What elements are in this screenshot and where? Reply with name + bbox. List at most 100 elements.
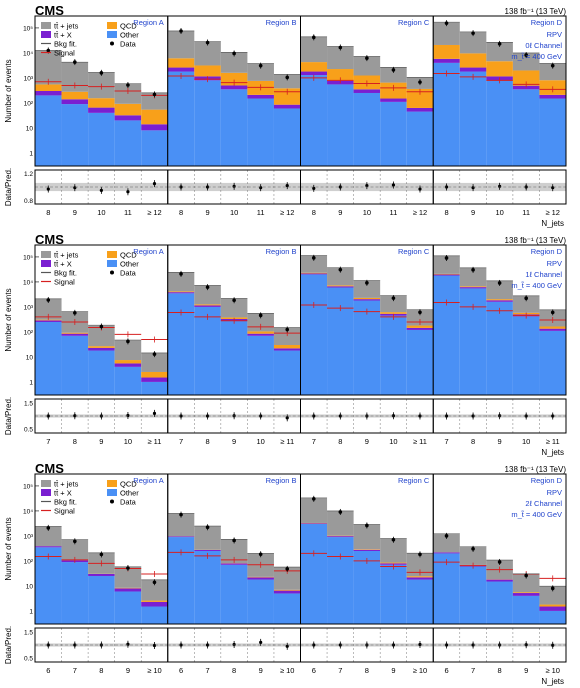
bar-ttjets [459, 267, 487, 287]
bar-ttjets [433, 533, 460, 553]
legend-label-ttx: tt̄ + X [54, 260, 72, 269]
data-point [311, 35, 316, 40]
ratio-point [338, 185, 342, 189]
ratio-point [444, 643, 449, 647]
x-tick-label: 10 [495, 208, 503, 217]
legend-swatch-ttx [41, 260, 51, 267]
data-point [550, 310, 555, 315]
ratio-point [46, 643, 50, 647]
ratio-point [444, 185, 449, 189]
bar-ttx [486, 300, 513, 302]
info-text: 0ℓ Channel [525, 41, 562, 50]
bar-ttx [300, 273, 328, 275]
bar-qcd [194, 304, 221, 306]
chart-panel-1: CMS 138 fb⁻¹ (13 TeV) Number of events Data… [4, 3, 567, 228]
x-tick-label: 9 [126, 666, 130, 675]
bar-ttx [114, 115, 142, 121]
bar-ttjets [88, 325, 115, 347]
bar-ttjets [35, 298, 62, 320]
x-tick-label: 10 [522, 437, 530, 446]
bar-qcd [406, 576, 434, 578]
region-frame [432, 244, 567, 396]
x-tick-label: 7 [312, 437, 316, 446]
data-point [258, 552, 263, 557]
bar-ttx [61, 333, 89, 336]
data-point [471, 31, 475, 35]
legend-label-ttx: tt̄ + X [54, 31, 72, 40]
bar-other [406, 111, 434, 166]
x-tick-label: 7 [444, 437, 448, 446]
bar-other [88, 112, 115, 166]
y-tick-label: 10 [26, 125, 34, 132]
bar-other [380, 315, 407, 395]
bar-other [512, 595, 540, 624]
data-point [418, 310, 422, 315]
x-tick-label: 7 [338, 666, 342, 675]
data-point [311, 256, 316, 260]
bar-ttx [247, 577, 274, 580]
bar-other [167, 293, 195, 395]
cms-label: CMS [35, 232, 64, 247]
ratio-point [312, 414, 316, 418]
bar-other [406, 579, 434, 624]
bar-ttjets [247, 63, 274, 81]
data-point [99, 552, 104, 557]
x-tick-label: 9 [232, 437, 236, 446]
bar-ttjets [167, 513, 195, 537]
region-label: Region A [133, 18, 163, 27]
region-label: Region C [398, 18, 430, 27]
x-tick-label: 9 [391, 666, 395, 675]
bar-ttx [141, 377, 168, 382]
ratio-point [285, 184, 289, 188]
chart-panel-2: CMS 138 fb⁻¹ (13 TeV) Number of events Data… [4, 232, 567, 457]
data-point [232, 51, 236, 56]
x-tick-label: ≥ 10 [147, 666, 162, 675]
bar-qcd [433, 44, 460, 59]
x-tick-label: 7 [73, 666, 77, 675]
ratio-tick-label: 1.5 [24, 629, 33, 636]
data-point [126, 339, 130, 344]
bar-ttjets [35, 526, 62, 547]
bar-other [273, 593, 301, 624]
x-axis-label: N_jets [541, 677, 564, 686]
legend-swatch-data [110, 41, 114, 46]
bar-qcd [459, 53, 487, 68]
x-tick-label: 7 [179, 437, 183, 446]
bar-ttjets [35, 50, 62, 85]
bar-other [114, 366, 142, 395]
x-tick-label: ≥ 10 [280, 666, 295, 675]
bar-qcd [539, 326, 566, 329]
bar-other [433, 275, 460, 395]
data-point [444, 256, 449, 260]
bar-ttx [35, 91, 62, 96]
x-tick-label: ≥ 11 [147, 437, 161, 446]
data-point [205, 285, 210, 289]
bar-other [35, 95, 62, 166]
data-point [126, 566, 130, 570]
bar-ttjets [512, 52, 540, 71]
x-tick-label: 10 [389, 437, 397, 446]
y-tick-label: 1 [29, 608, 33, 615]
bar-ttjets [220, 539, 248, 564]
ratio-point [46, 187, 50, 191]
bar-other [247, 335, 274, 395]
region-label: Region B [266, 247, 297, 256]
bar-ttjets [539, 586, 566, 605]
y-tick-label: 10⁵ [23, 483, 33, 490]
bar-qcd [512, 592, 540, 594]
bar-qcd [35, 319, 62, 321]
bar-ttx [406, 577, 434, 580]
ratio-point [418, 414, 422, 418]
bar-qcd [273, 88, 301, 105]
bar-ttjets [327, 267, 354, 286]
ratio-point [152, 411, 157, 415]
data-point [232, 538, 236, 543]
bar-ttjets [194, 41, 221, 66]
info-text: RPV [547, 30, 562, 39]
bar-qcd [273, 345, 301, 349]
legend-swatch-qcd [107, 251, 117, 258]
bar-other [486, 80, 513, 166]
x-tick-label: 9 [99, 437, 103, 446]
bar-other [486, 581, 513, 624]
ratio-point [365, 184, 369, 188]
